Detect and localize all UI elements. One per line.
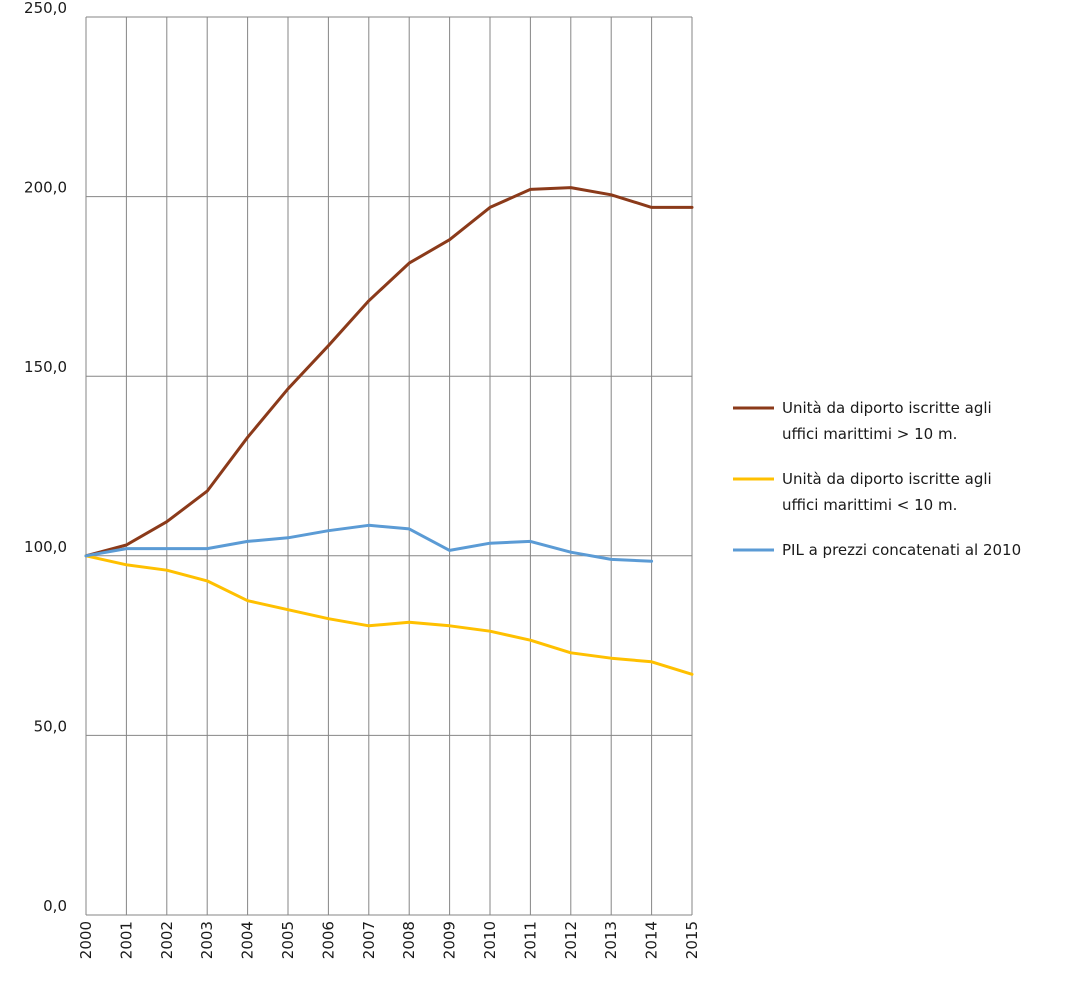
data-point (246, 599, 250, 603)
data-point (488, 205, 492, 209)
data-point (448, 238, 452, 242)
y-tick-label: 0,0 (43, 897, 67, 915)
data-point (165, 520, 169, 524)
x-tick-label: 2006 (319, 921, 337, 959)
legend-label: PIL a prezzi concatenati al 2010 (782, 541, 1021, 559)
data-point (650, 205, 654, 209)
data-point (367, 299, 371, 303)
data-point (205, 579, 209, 583)
data-point (84, 554, 88, 558)
y-tick-label: 250,0 (24, 0, 67, 17)
y-tick-label: 100,0 (24, 538, 67, 556)
data-point (165, 547, 169, 551)
data-point (205, 489, 209, 493)
x-tick-label: 2009 (441, 921, 459, 959)
data-point (609, 656, 613, 660)
data-point (407, 620, 411, 624)
data-point (165, 568, 169, 572)
data-point (367, 523, 371, 527)
x-tick-label: 2005 (279, 921, 297, 959)
legend-label: Unità da diporto iscritte agli (782, 399, 992, 417)
data-point (246, 539, 250, 543)
data-point (690, 672, 694, 676)
data-point (286, 536, 290, 540)
data-point (609, 557, 613, 561)
data-point (205, 547, 209, 551)
x-tick-label: 2004 (239, 921, 257, 959)
data-point (326, 344, 330, 348)
series-line-1 (84, 186, 694, 558)
data-point (569, 186, 573, 190)
data-point (246, 435, 250, 439)
data-point (326, 529, 330, 533)
data-point (448, 548, 452, 552)
data-point (528, 539, 532, 543)
data-point (407, 261, 411, 265)
x-tick-label: 2011 (521, 921, 539, 959)
legend-label: uffici marittimi < 10 m. (782, 496, 957, 514)
x-tick-label: 2010 (481, 921, 499, 959)
legend-label: uffici marittimi > 10 m. (782, 425, 957, 443)
series-line-3 (84, 523, 654, 563)
data-point (367, 624, 371, 628)
x-tick-label: 2002 (158, 921, 176, 959)
data-point (407, 527, 411, 531)
data-point (528, 187, 532, 191)
y-tick-label: 150,0 (24, 358, 67, 376)
data-point (650, 559, 654, 563)
legend-label: Unità da diporto iscritte agli (782, 470, 992, 488)
x-tick-label: 2008 (400, 921, 418, 959)
x-tick-label: 2015 (683, 921, 701, 959)
x-tick-label: 2001 (117, 921, 135, 959)
data-point (488, 629, 492, 633)
y-tick-label: 200,0 (24, 179, 67, 197)
data-point (488, 541, 492, 545)
data-point (286, 387, 290, 391)
y-tick-label: 50,0 (34, 717, 67, 735)
data-point (124, 547, 128, 551)
data-point (528, 638, 532, 642)
data-point (609, 193, 613, 197)
data-point (690, 205, 694, 209)
series-line-2 (84, 554, 694, 676)
x-tick-label: 2013 (602, 921, 620, 959)
data-point (124, 543, 128, 547)
x-tick-label: 2007 (360, 921, 378, 959)
data-point (569, 651, 573, 655)
x-tick-label: 2012 (562, 921, 580, 959)
data-point (448, 624, 452, 628)
x-tick-label: 2014 (643, 921, 661, 959)
data-point (569, 550, 573, 554)
data-point (286, 608, 290, 612)
x-tick-label: 2000 (77, 921, 95, 959)
data-point (650, 660, 654, 664)
data-point (326, 617, 330, 621)
x-tick-label: 2003 (198, 921, 216, 959)
data-point (124, 563, 128, 567)
